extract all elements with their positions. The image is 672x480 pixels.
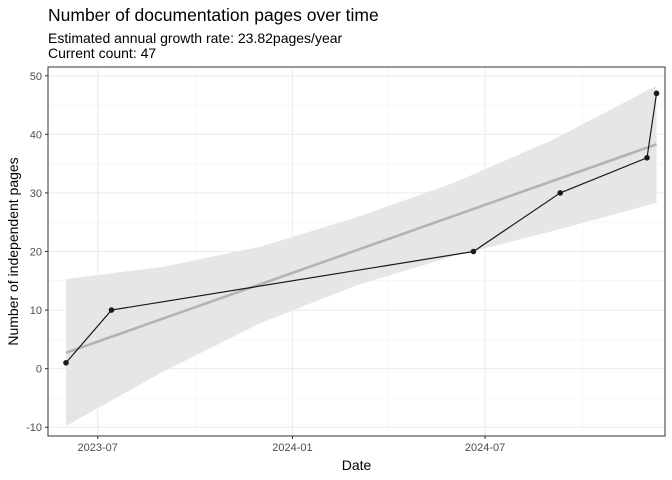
chart-subtitle-growth-rate: Estimated annual growth rate: 23.82pages… bbox=[48, 30, 343, 46]
data-point bbox=[470, 248, 477, 255]
y-tick-label: 10 bbox=[30, 305, 42, 317]
y-tick-label: 30 bbox=[30, 188, 42, 200]
chart-subtitle-current-count: Current count: 47 bbox=[48, 45, 157, 61]
data-point bbox=[63, 359, 69, 366]
y-tick-label: 0 bbox=[36, 364, 42, 376]
data-points bbox=[63, 90, 660, 366]
y-tick-label: 20 bbox=[30, 247, 42, 259]
x-axis: 2023-07 2024-01 2024-07 bbox=[78, 436, 505, 454]
data-point bbox=[108, 307, 115, 313]
y-axis: -10 0 10 20 30 40 50 bbox=[26, 71, 48, 434]
y-tick-label: -10 bbox=[26, 422, 42, 434]
confidence-band bbox=[65, 85, 657, 427]
x-tick-label: 2024-07 bbox=[465, 442, 505, 454]
trend-line bbox=[65, 143, 657, 355]
x-axis-title: Date bbox=[342, 457, 372, 473]
y-tick-label: 50 bbox=[30, 71, 42, 83]
y-axis-title: Number of independent pages bbox=[5, 157, 21, 345]
observed-line bbox=[65, 93, 658, 364]
chart-title: Number of documentation pages over time bbox=[48, 5, 379, 25]
x-tick-label: 2023-07 bbox=[78, 442, 118, 454]
data-point bbox=[653, 90, 660, 97]
data-point bbox=[644, 154, 650, 161]
x-tick-label: 2024-01 bbox=[272, 442, 312, 454]
data-point bbox=[557, 190, 564, 196]
y-tick-label: 40 bbox=[30, 129, 42, 141]
